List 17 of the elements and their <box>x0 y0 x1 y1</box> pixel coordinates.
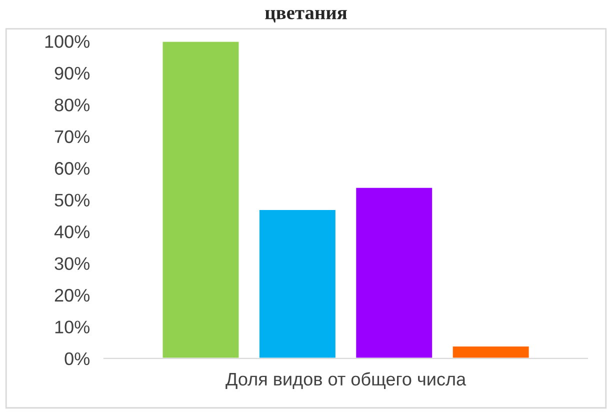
y-tick-label: 50% <box>54 194 90 207</box>
chart-title: цветания <box>265 10 347 22</box>
y-tick-label: 40% <box>54 225 90 238</box>
bar <box>258 208 337 358</box>
y-tick-label: 100% <box>45 35 90 48</box>
bar <box>354 186 434 358</box>
x-tick-label: Доля видов от общего числа <box>226 372 466 390</box>
y-tick-label: 90% <box>54 66 90 80</box>
y-tick-label: 10% <box>55 320 90 334</box>
bar <box>451 345 530 358</box>
y-tick-label: 0% <box>64 352 90 366</box>
y-tick-label: 60% <box>54 162 90 175</box>
y-tick-label: 20% <box>54 288 90 302</box>
y-tick-label: 80% <box>54 98 90 112</box>
y-tick-label: 30% <box>54 257 90 270</box>
bar <box>161 41 240 358</box>
y-tick-label: 70% <box>54 130 90 144</box>
